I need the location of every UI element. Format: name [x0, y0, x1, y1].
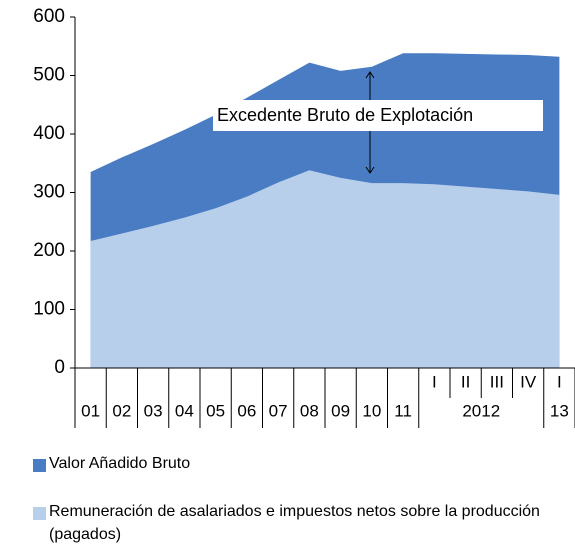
x-tick-label: 09 — [331, 401, 350, 420]
chart: 0 100 200 300 400 500 600 01 02 03 04 05 06 07 08 09 10 1… — [33, 6, 575, 428]
legend-item: Valor Añadido Bruto — [33, 455, 190, 475]
annotation-arrow — [365, 71, 375, 174]
legend-swatch — [33, 507, 46, 520]
x-tick-label: 10 — [362, 401, 381, 420]
legend-label: Remuneración de asalariados e impuestos … — [49, 503, 540, 543]
x-tick-label: 11 — [394, 401, 412, 420]
legend-label: Valor Añadido Bruto — [49, 455, 191, 472]
y-tick-label: 300 — [33, 182, 65, 203]
x-tick-label: 04 — [175, 401, 194, 420]
x-tick-label: I — [432, 372, 437, 391]
legend-swatch — [33, 459, 46, 472]
x-tick-label: I — [557, 372, 562, 391]
x-tick-label: II — [461, 372, 470, 391]
x-tick-label: 03 — [144, 401, 163, 420]
y-tick-label: 100 — [33, 299, 65, 320]
x-tick-label: 07 — [269, 401, 288, 420]
annotation: Excedente Bruto de Explotación — [217, 105, 473, 125]
x-tick-label: 01 — [81, 401, 100, 420]
x-group-label: 13 — [550, 401, 569, 420]
x-tick-label: 05 — [206, 401, 225, 420]
x-group-label: 2012 — [462, 401, 500, 420]
y-tick-label: 500 — [33, 65, 65, 86]
y-tick-label: 400 — [33, 123, 65, 144]
x-tick-label: IV — [520, 372, 537, 391]
y-tick-label: 0 — [54, 357, 65, 378]
y-tick-label: 600 — [33, 6, 65, 27]
legend-item: Remuneración de asalariados e impuestos … — [33, 503, 563, 546]
areas — [90, 53, 560, 369]
x-tick-label: 02 — [112, 401, 131, 420]
y-tick-label: 200 — [33, 240, 65, 261]
x-tick-label: 06 — [237, 401, 256, 420]
x-tick-label: III — [490, 372, 504, 391]
area — [90, 170, 560, 368]
annotation-box — [213, 100, 543, 131]
x-tick-label: 08 — [300, 401, 319, 420]
